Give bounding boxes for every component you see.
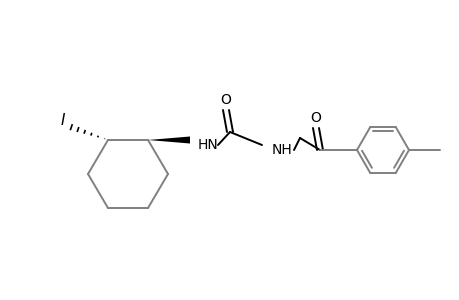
Text: I: I	[61, 112, 65, 128]
Text: O: O	[220, 93, 231, 107]
Text: HN: HN	[197, 138, 218, 152]
Text: NH: NH	[271, 143, 292, 157]
Polygon shape	[148, 136, 190, 143]
Text: O: O	[310, 111, 321, 125]
